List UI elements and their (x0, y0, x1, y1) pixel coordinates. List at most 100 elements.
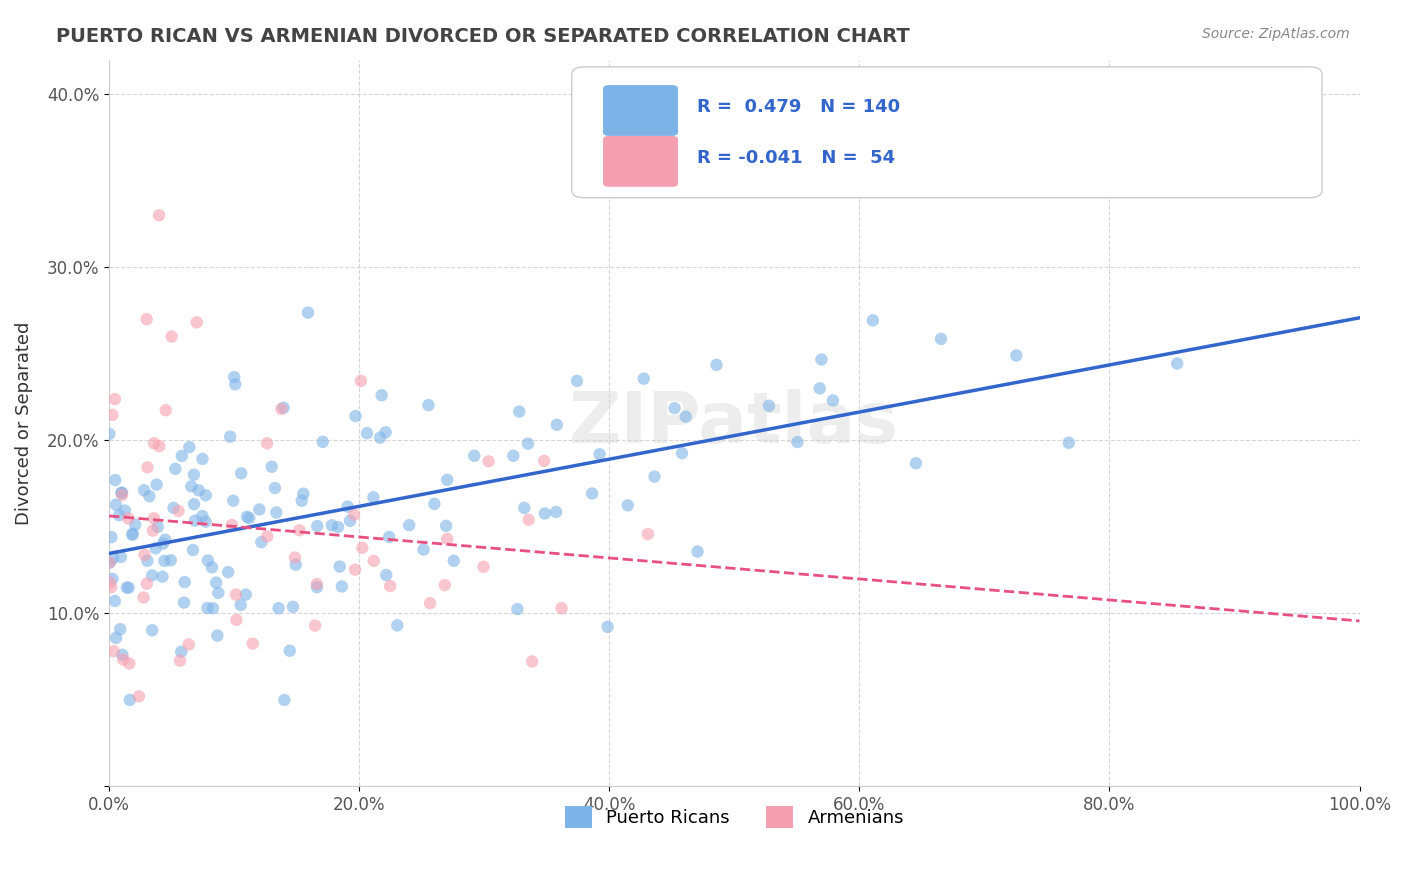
Point (546, 505, 568, 519)
Point (191, 451, 214, 466)
Point (419, 596, 441, 610)
Point (236, 509, 259, 524)
Point (143, 511, 166, 525)
Point (197, 601, 219, 615)
Point (142, 524, 165, 538)
Point (1166, 357, 1188, 371)
Point (207, 629, 229, 643)
Point (288, 523, 311, 537)
Point (121, 527, 143, 541)
Point (100, 530, 122, 544)
Point (180, 479, 202, 493)
Point (1057, 435, 1080, 450)
Point (533, 454, 555, 468)
Point (312, 434, 335, 449)
Text: ZIPatlas: ZIPatlas (569, 389, 900, 458)
Point (100, 580, 122, 594)
Point (284, 550, 307, 565)
Point (111, 485, 134, 500)
Point (534, 507, 557, 521)
Point (146, 520, 169, 534)
Point (238, 511, 260, 525)
Point (152, 536, 174, 550)
Point (104, 631, 127, 645)
Point (502, 449, 524, 463)
Point (292, 486, 315, 500)
Point (273, 693, 295, 707)
Point (110, 485, 132, 500)
Point (114, 503, 136, 517)
Point (98, 556, 121, 570)
Point (217, 565, 239, 579)
Point (160, 329, 183, 343)
Point (517, 436, 540, 450)
Point (205, 575, 228, 590)
Point (104, 473, 127, 487)
Point (356, 426, 378, 441)
Point (517, 513, 540, 527)
Point (266, 506, 288, 520)
Point (307, 519, 329, 533)
Point (136, 460, 159, 475)
Point (184, 514, 207, 528)
Point (637, 527, 659, 541)
Point (463, 449, 485, 463)
Point (247, 502, 270, 516)
FancyBboxPatch shape (603, 85, 678, 136)
Point (101, 551, 124, 566)
Point (250, 535, 273, 549)
Point (260, 459, 283, 474)
Point (165, 462, 187, 476)
Point (506, 602, 529, 616)
Point (103, 644, 125, 658)
Point (152, 570, 174, 584)
Point (436, 532, 458, 546)
Point (235, 588, 257, 602)
Point (224, 377, 246, 392)
Point (98, 575, 121, 590)
Point (110, 622, 132, 636)
Point (170, 449, 193, 463)
Point (821, 393, 844, 408)
Point (256, 436, 278, 450)
Point (363, 554, 385, 568)
Point (155, 403, 177, 417)
Point (222, 493, 245, 508)
Point (183, 467, 205, 482)
Point (135, 312, 157, 326)
Point (104, 594, 127, 608)
Point (141, 568, 163, 582)
Point (148, 208, 170, 222)
Point (181, 543, 204, 558)
Point (207, 586, 229, 600)
Point (264, 481, 287, 495)
Y-axis label: Divorced or Separated: Divorced or Separated (15, 321, 32, 524)
Point (478, 454, 501, 468)
Point (132, 591, 155, 605)
Point (344, 563, 367, 577)
Point (153, 533, 176, 547)
Point (121, 526, 143, 541)
Point (418, 398, 440, 412)
Point (179, 440, 201, 454)
Point (758, 399, 780, 413)
Point (786, 435, 808, 450)
Point (350, 374, 373, 388)
Point (117, 511, 139, 525)
Point (1005, 349, 1028, 363)
Point (224, 370, 246, 384)
Point (344, 409, 367, 423)
Point (929, 332, 952, 346)
Text: R = -0.041   N =  54: R = -0.041 N = 54 (697, 149, 894, 167)
Point (132, 483, 155, 498)
Point (177, 638, 200, 652)
Point (141, 624, 163, 638)
Point (633, 372, 655, 386)
FancyBboxPatch shape (603, 136, 678, 186)
Point (368, 431, 391, 445)
Point (278, 644, 301, 658)
Point (143, 436, 166, 450)
Point (352, 541, 374, 555)
Point (104, 498, 127, 512)
Point (596, 620, 619, 634)
